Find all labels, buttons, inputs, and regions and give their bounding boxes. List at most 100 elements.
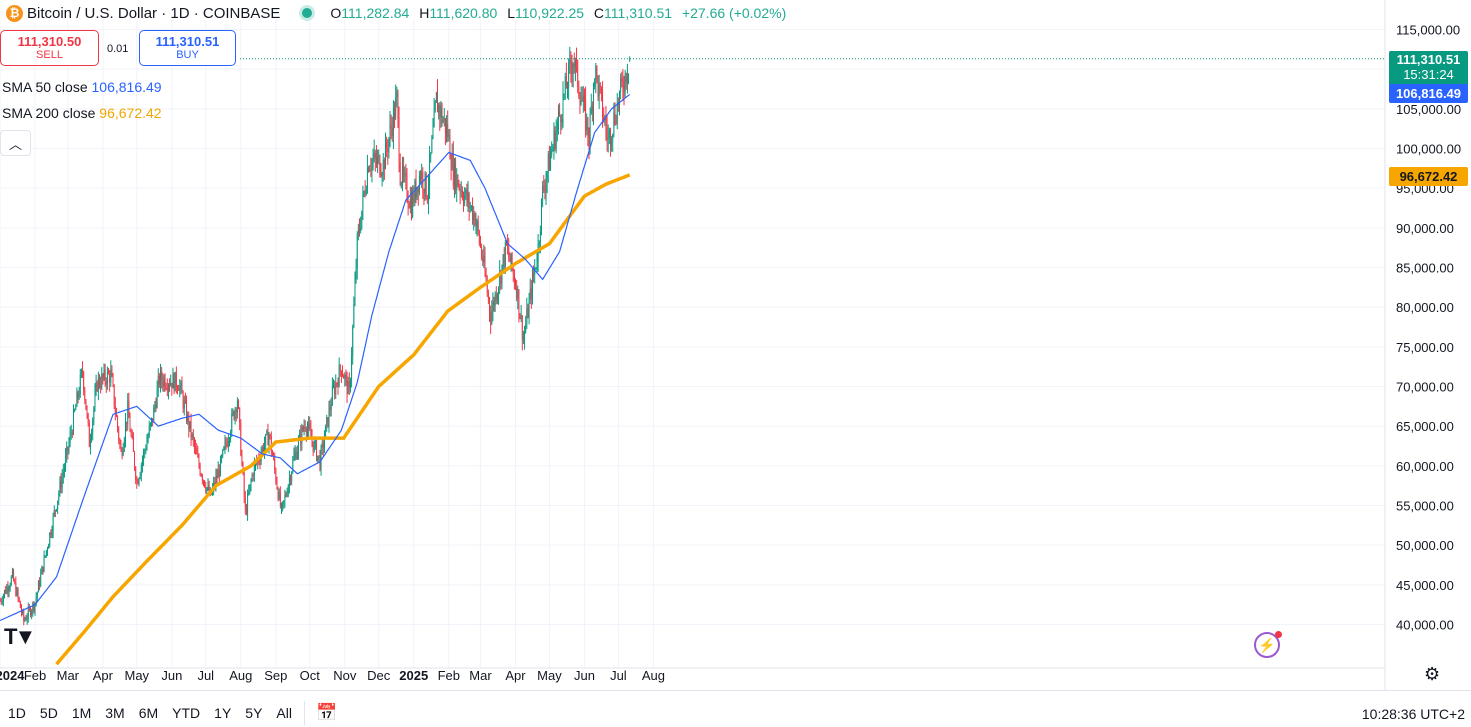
- candle-body: [160, 371, 161, 384]
- candle-body: [144, 451, 145, 452]
- range-all-button[interactable]: All: [276, 705, 292, 721]
- candle-body: [356, 268, 357, 280]
- candle-body: [331, 405, 332, 409]
- sma50-line: [0, 94, 630, 620]
- candle-body: [547, 172, 548, 181]
- candle-body: [173, 374, 174, 388]
- x-tick-label: Oct: [300, 668, 321, 683]
- sma50-legend[interactable]: SMA 50 close 106,816.49: [2, 79, 162, 95]
- y-tick-label: 80,000.00: [1396, 300, 1454, 315]
- candle-body: [218, 469, 219, 478]
- candle-body: [488, 293, 489, 299]
- candle-body: [447, 124, 448, 137]
- candle-body: [123, 448, 124, 455]
- candle-body: [115, 406, 116, 413]
- candle-body: [122, 451, 123, 455]
- candle-body: [99, 377, 100, 385]
- candle-body: [150, 423, 151, 427]
- range-6m-button[interactable]: 6M: [139, 705, 158, 721]
- range-1m-button[interactable]: 1M: [72, 705, 91, 721]
- candle-body: [358, 229, 359, 234]
- range-5d-button[interactable]: 5D: [40, 705, 58, 721]
- candle-body: [130, 418, 131, 432]
- sma200-legend[interactable]: SMA 200 close 96,672.42: [2, 105, 162, 121]
- candle-body: [511, 254, 512, 263]
- range-ytd-button[interactable]: YTD: [172, 705, 200, 721]
- candle-body: [31, 611, 32, 615]
- candle-body: [58, 493, 59, 500]
- candle-body: [45, 555, 46, 556]
- calendar-goto-icon[interactable]: 📅: [316, 703, 337, 723]
- candle-body: [326, 417, 327, 425]
- candle-body: [443, 120, 444, 122]
- candle-body: [537, 263, 538, 268]
- candle-body: [220, 458, 221, 476]
- range-1y-button[interactable]: 1Y: [214, 705, 231, 721]
- candle-body: [508, 247, 509, 256]
- candle-body: [393, 108, 394, 136]
- candle-body: [145, 450, 146, 451]
- candle-body: [32, 603, 33, 611]
- chevron-up-icon[interactable]: ︿: [0, 130, 31, 156]
- candle-body: [608, 138, 609, 139]
- range-1d-button[interactable]: 1D: [8, 705, 26, 721]
- candle-body: [297, 451, 298, 459]
- candle-body: [163, 378, 164, 386]
- candle-body: [293, 455, 294, 460]
- x-tick-label: Jun: [161, 668, 182, 683]
- candle-body: [533, 274, 534, 275]
- candle-body: [78, 392, 79, 397]
- candle-body: [514, 274, 515, 283]
- gear-icon[interactable]: ⚙: [1424, 664, 1440, 685]
- candle-body: [454, 163, 455, 185]
- ai-assistant-icon[interactable]: ⚡: [1254, 632, 1280, 658]
- candle-body: [581, 100, 582, 104]
- candle-body: [461, 191, 462, 193]
- candle-body: [53, 515, 54, 531]
- sell-button[interactable]: 111,310.50 SELL: [0, 30, 99, 66]
- candle-body: [368, 168, 369, 171]
- range-5y-button[interactable]: 5Y: [245, 705, 262, 721]
- clock-timezone[interactable]: 10:28:36 UTC+2: [1362, 706, 1465, 722]
- candle-body: [403, 166, 404, 176]
- last-price-label: 111,310.51 15:31:24: [1389, 51, 1468, 87]
- buy-label: BUY: [140, 49, 235, 61]
- candle-body: [236, 409, 237, 412]
- y-tick-label: 90,000.00: [1396, 221, 1454, 236]
- candle-body: [478, 221, 479, 231]
- candle-body: [140, 475, 141, 479]
- candle-body: [222, 450, 223, 457]
- candle-body: [605, 118, 606, 128]
- range-3m-button[interactable]: 3M: [105, 705, 124, 721]
- candle-body: [367, 168, 368, 190]
- candle-body: [179, 386, 180, 391]
- buy-button[interactable]: 111,310.51 BUY: [139, 30, 236, 66]
- candle-body: [107, 372, 108, 385]
- candle-body: [61, 480, 62, 487]
- symbol-title[interactable]: Bitcoin / U.S. Dollar · 1D · COINBASE: [27, 5, 280, 22]
- x-tick-label: Aug: [229, 668, 252, 683]
- candle-body: [114, 385, 115, 406]
- candle-body: [204, 481, 205, 487]
- tradingview-logo-icon[interactable]: T▼: [4, 624, 33, 650]
- candle-body: [246, 509, 247, 513]
- candle-body: [481, 247, 482, 257]
- candle-body: [583, 96, 584, 102]
- candle-body: [463, 198, 464, 203]
- candle-body: [231, 414, 232, 433]
- candle-body: [433, 127, 434, 137]
- candle-body: [251, 481, 252, 484]
- candle-body: [600, 84, 601, 87]
- candle-body: [407, 177, 408, 200]
- candle-body: [265, 434, 266, 445]
- candle-body: [279, 492, 280, 499]
- candle-body: [526, 308, 527, 324]
- market-status-icon[interactable]: [302, 8, 312, 18]
- candle-body: [390, 125, 391, 139]
- candle-body: [158, 376, 159, 388]
- y-tick-label: 55,000.00: [1396, 499, 1454, 514]
- candle-body: [315, 442, 316, 443]
- price-chart[interactable]: 115,000.00110,000.00105,000.00100,000.00…: [0, 0, 1471, 690]
- y-tick-label: 115,000.00: [1396, 23, 1460, 38]
- candle-body: [480, 243, 481, 247]
